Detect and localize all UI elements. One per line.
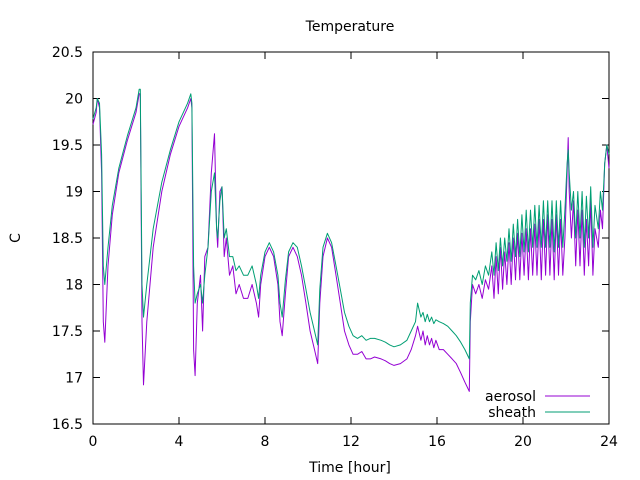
series-line-aerosol: [92, 93, 610, 392]
y-tick-label: 20.5: [52, 45, 83, 61]
plot-frame: [92, 51, 610, 425]
x-tick-label: 12: [342, 434, 360, 450]
y-tick-label: 18.5: [52, 231, 83, 247]
x-tick-label: 20: [514, 434, 532, 450]
y-tick-label: 16.5: [52, 417, 83, 433]
x-tick-label: 8: [261, 434, 270, 450]
series-layer: [92, 88, 610, 392]
y-tick-label: 20: [65, 92, 83, 108]
y-axis: 16.5 17 17.5 18 18.5 19 19.5 20 20.5: [52, 45, 609, 433]
x-axis-label: Time [hour]: [308, 460, 391, 476]
y-axis-label: C: [8, 233, 24, 243]
y-tick-label: 18: [65, 278, 83, 294]
x-tick-label: 24: [600, 434, 618, 450]
x-axis: 0 4 8 12 16 20 24: [89, 52, 618, 450]
legend-label-sheath: sheath: [488, 405, 536, 421]
y-tick-label: 17.5: [52, 324, 83, 340]
x-tick-label: 4: [175, 434, 184, 450]
y-tick-label: 19.5: [52, 138, 83, 154]
series-line-sheath: [92, 88, 610, 360]
x-tick-label: 0: [89, 434, 98, 450]
legend-label-aerosol: aerosol: [485, 389, 536, 405]
y-tick-label: 19: [65, 185, 83, 201]
y-tick-label: 17: [65, 371, 83, 387]
chart-title: Temperature: [305, 19, 395, 35]
x-tick-label: 16: [428, 434, 446, 450]
